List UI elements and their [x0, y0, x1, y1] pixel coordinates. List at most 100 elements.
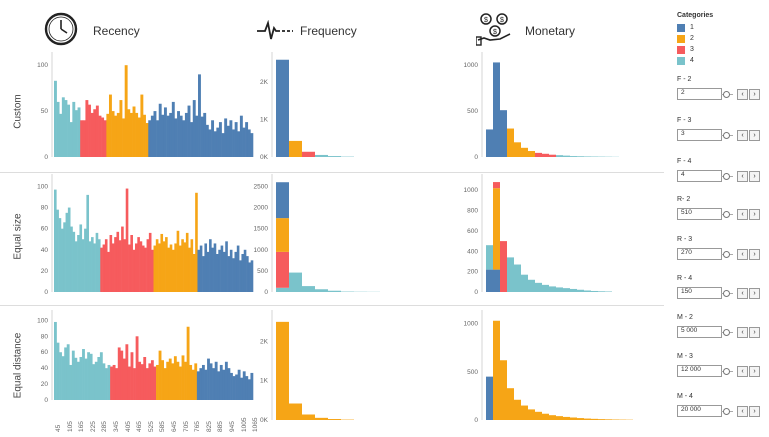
- bar-category-4[interactable]: [598, 291, 605, 292]
- parameter-increment-button[interactable]: ›: [749, 130, 760, 141]
- bar-category-1[interactable]: [161, 114, 165, 157]
- bar-category-1[interactable]: [276, 182, 289, 219]
- bar-category-2[interactable]: [179, 366, 182, 400]
- bar-category-1[interactable]: [195, 115, 199, 157]
- bar-category-3[interactable]: [127, 366, 131, 400]
- bar-category-3[interactable]: [116, 231, 120, 292]
- bar-category-1[interactable]: [200, 116, 204, 157]
- bar-category-4[interactable]: [328, 156, 341, 157]
- bar-category-3[interactable]: [141, 245, 145, 292]
- bar-category-1[interactable]: [220, 245, 224, 292]
- parameter-input[interactable]: 270: [677, 248, 722, 260]
- bar-category-4[interactable]: [591, 290, 598, 292]
- bar-category-1[interactable]: [237, 369, 241, 400]
- bar-category-4[interactable]: [528, 279, 535, 292]
- bar-category-3[interactable]: [102, 244, 106, 293]
- bar-category-3[interactable]: [140, 364, 144, 400]
- bar-category-1[interactable]: [232, 258, 235, 292]
- bar-category-1[interactable]: [247, 129, 251, 157]
- bar-category-1[interactable]: [150, 115, 154, 157]
- bar-category-3[interactable]: [493, 182, 500, 189]
- bar-category-1[interactable]: [171, 101, 175, 157]
- bar-category-4[interactable]: [54, 80, 57, 157]
- bar-category-1[interactable]: [211, 247, 214, 292]
- bar-category-1[interactable]: [224, 118, 228, 157]
- bar-category-4[interactable]: [521, 274, 528, 292]
- bar-category-2[interactable]: [276, 321, 289, 420]
- bar-category-2[interactable]: [535, 411, 542, 420]
- bar-category-1[interactable]: [245, 122, 249, 157]
- bar-category-1[interactable]: [166, 115, 170, 157]
- bar-category-2[interactable]: [129, 112, 133, 157]
- bar-category-4[interactable]: [535, 282, 542, 292]
- bar-category-3[interactable]: [121, 226, 124, 292]
- bar-category-1[interactable]: [240, 377, 244, 400]
- bar-category-1[interactable]: [190, 122, 194, 157]
- bar-category-3[interactable]: [85, 100, 89, 157]
- bar-category-1[interactable]: [198, 74, 201, 157]
- bar-category-4[interactable]: [67, 207, 71, 292]
- bar-category-1[interactable]: [199, 245, 203, 292]
- bar-category-3[interactable]: [115, 368, 119, 400]
- bar-category-4[interactable]: [97, 357, 101, 400]
- bar-category-2[interactable]: [528, 151, 535, 157]
- parameter-input[interactable]: 20 000: [677, 405, 722, 417]
- parameter-increment-button[interactable]: ›: [749, 327, 760, 338]
- bar-category-1[interactable]: [218, 122, 222, 157]
- bar-category-2[interactable]: [542, 413, 549, 420]
- bar-category-2[interactable]: [514, 142, 521, 157]
- bar-category-2[interactable]: [563, 416, 570, 420]
- bar-category-2[interactable]: [166, 361, 170, 400]
- bar-category-1[interactable]: [227, 256, 231, 292]
- bar-category-3[interactable]: [133, 368, 136, 400]
- bar-category-4[interactable]: [99, 352, 103, 400]
- bar-category-4[interactable]: [67, 104, 71, 157]
- bar-category-2[interactable]: [137, 117, 141, 157]
- bar-category-2[interactable]: [176, 361, 180, 400]
- bar-category-1[interactable]: [242, 127, 246, 157]
- bar-category-4[interactable]: [61, 97, 65, 157]
- bar-category-1[interactable]: [245, 376, 249, 400]
- bar-category-2[interactable]: [167, 247, 170, 292]
- bar-category-4[interactable]: [542, 284, 549, 292]
- bar-category-1[interactable]: [179, 115, 183, 157]
- bar-category-2[interactable]: [106, 113, 110, 157]
- bar-category-1[interactable]: [174, 118, 178, 157]
- bar-category-4[interactable]: [74, 357, 78, 400]
- bar-category-3[interactable]: [88, 104, 91, 157]
- bar-category-2[interactable]: [132, 106, 136, 158]
- bar-category-3[interactable]: [130, 352, 134, 400]
- bar-category-2[interactable]: [153, 245, 157, 292]
- bar-category-1[interactable]: [232, 376, 236, 400]
- bar-category-1[interactable]: [243, 249, 247, 292]
- bar-category-2[interactable]: [556, 416, 563, 420]
- bar-category-1[interactable]: [236, 245, 240, 292]
- bar-category-4[interactable]: [72, 101, 76, 157]
- bar-category-4[interactable]: [315, 154, 328, 157]
- bar-category-1[interactable]: [214, 361, 218, 400]
- parameter-input[interactable]: 12 000: [677, 365, 722, 377]
- parameter-decrement-button[interactable]: ‹: [737, 209, 748, 220]
- bar-category-4[interactable]: [328, 290, 341, 292]
- bar-category-4[interactable]: [79, 357, 83, 400]
- bar-category-1[interactable]: [229, 249, 233, 292]
- bar-category-4[interactable]: [63, 222, 66, 292]
- bar-category-3[interactable]: [110, 366, 113, 400]
- bar-category-3[interactable]: [500, 241, 507, 292]
- parameter-decrement-button[interactable]: ‹: [737, 249, 748, 260]
- bar-category-3[interactable]: [103, 120, 107, 157]
- parameter-increment-button[interactable]: ›: [749, 89, 760, 100]
- parameter-slider-knob[interactable]: [723, 132, 730, 139]
- bar-category-4[interactable]: [556, 155, 563, 157]
- parameter-decrement-button[interactable]: ‹: [737, 327, 748, 338]
- bar-category-3[interactable]: [128, 244, 131, 293]
- bar-category-1[interactable]: [221, 133, 225, 157]
- bar-category-1[interactable]: [213, 131, 217, 157]
- bar-category-3[interactable]: [120, 350, 124, 400]
- bar-category-2[interactable]: [521, 147, 528, 157]
- bar-category-2[interactable]: [570, 417, 577, 420]
- bar-category-1[interactable]: [215, 254, 219, 292]
- bar-category-2[interactable]: [111, 111, 115, 157]
- bar-category-4[interactable]: [88, 241, 92, 292]
- bar-category-2[interactable]: [108, 94, 112, 157]
